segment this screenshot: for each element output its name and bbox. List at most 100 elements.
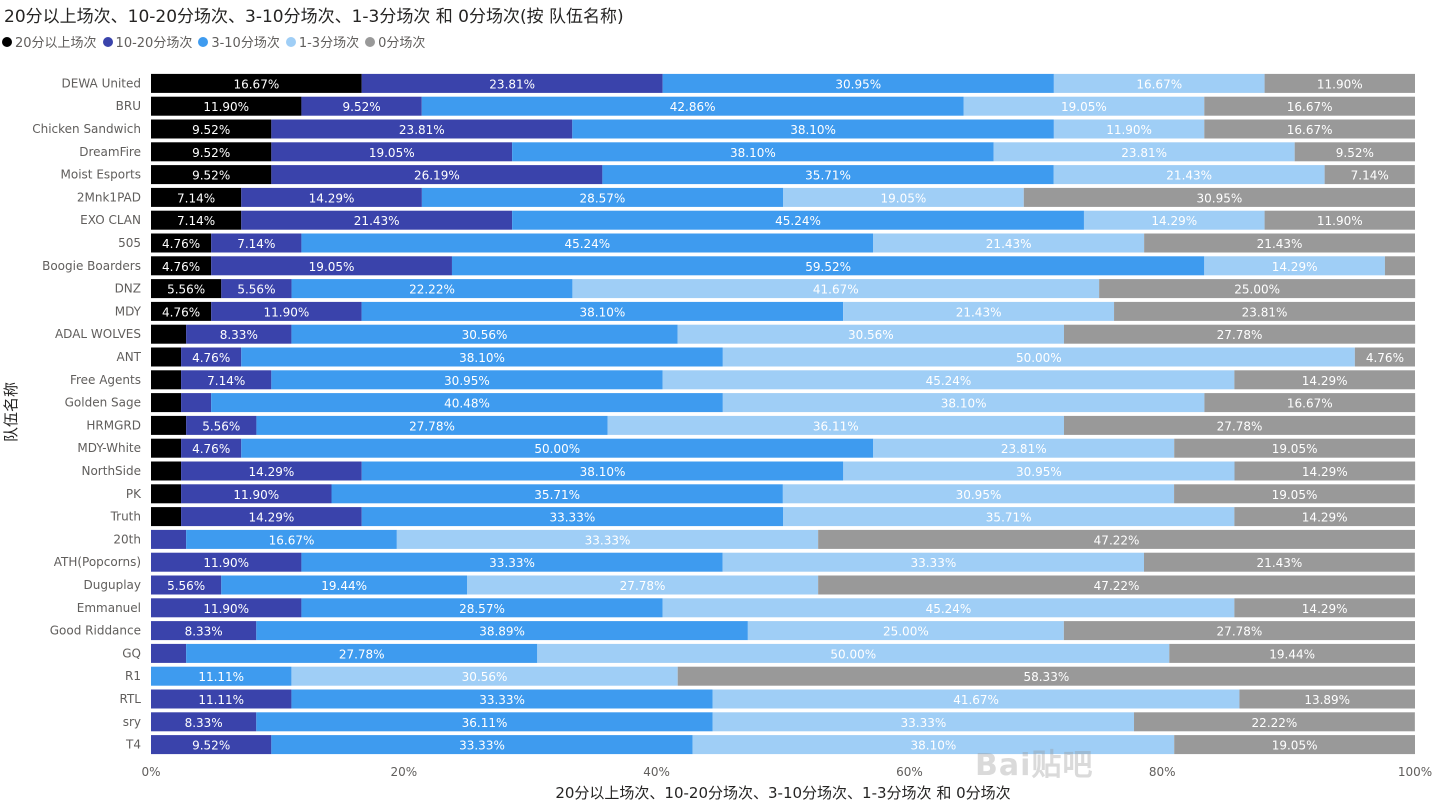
bar-segment[interactable]: [151, 415, 187, 435]
bar-segment[interactable]: [747, 621, 1064, 641]
bar-segment[interactable]: [291, 279, 573, 299]
legend-item[interactable]: 10-20分场次: [102, 32, 192, 51]
bar-segment[interactable]: [1234, 461, 1416, 481]
bar-segment[interactable]: [662, 598, 1235, 618]
bar-segment[interactable]: [818, 575, 1415, 595]
bar-segment[interactable]: [1114, 301, 1415, 321]
bar-segment[interactable]: [396, 529, 819, 549]
bar-segment[interactable]: [1063, 415, 1416, 435]
bar-segment[interactable]: [537, 643, 1170, 663]
bar-segment[interactable]: [256, 712, 713, 732]
bar-segment[interactable]: [361, 461, 844, 481]
bar-segment[interactable]: [291, 324, 678, 344]
bar-segment[interactable]: [1053, 119, 1205, 139]
bar-segment[interactable]: [421, 187, 783, 207]
bar-segment[interactable]: [256, 621, 748, 641]
bar-segment[interactable]: [783, 187, 1024, 207]
bar-segment[interactable]: [151, 507, 182, 527]
bar-segment[interactable]: [1174, 484, 1415, 504]
bar-segment[interactable]: [181, 347, 242, 367]
bar-segment[interactable]: [186, 529, 397, 549]
bar-segment[interactable]: [151, 552, 302, 572]
bar-segment[interactable]: [301, 233, 874, 253]
bar-segment[interactable]: [1234, 507, 1415, 527]
bar-segment[interactable]: [602, 165, 1054, 185]
bar-segment[interactable]: [1083, 210, 1265, 230]
bar-segment[interactable]: [451, 256, 1205, 276]
bar-segment[interactable]: [151, 119, 272, 139]
bar-segment[interactable]: [421, 96, 964, 116]
bar-segment[interactable]: [181, 484, 332, 504]
bar-segment[interactable]: [512, 142, 994, 162]
bar-segment[interactable]: [151, 598, 302, 618]
bar-segment[interactable]: [151, 712, 257, 732]
bar-segment[interactable]: [467, 575, 819, 595]
bar-segment[interactable]: [181, 461, 362, 481]
bar-segment[interactable]: [151, 165, 272, 185]
bar-segment[interactable]: [291, 666, 678, 686]
bar-segment[interactable]: [692, 735, 1175, 755]
bar-segment[interactable]: [151, 301, 212, 321]
bar-segment[interactable]: [271, 165, 603, 185]
bar-segment[interactable]: [151, 73, 362, 93]
bar-segment[interactable]: [1134, 712, 1415, 732]
bar-segment[interactable]: [1239, 689, 1415, 709]
bar-segment[interactable]: [1234, 370, 1415, 390]
bar-segment[interactable]: [1324, 165, 1415, 185]
bar-segment[interactable]: [1099, 279, 1416, 299]
bar-segment[interactable]: [783, 507, 1235, 527]
bar-segment[interactable]: [873, 233, 1145, 253]
bar-segment[interactable]: [1234, 598, 1415, 618]
bar-segment[interactable]: [843, 461, 1235, 481]
bar-segment[interactable]: [1169, 643, 1415, 663]
bar-segment[interactable]: [151, 666, 292, 686]
bar-segment[interactable]: [151, 370, 182, 390]
bar-segment[interactable]: [782, 484, 1175, 504]
bar-segment[interactable]: [662, 370, 1235, 390]
bar-segment[interactable]: [1063, 324, 1416, 344]
bar-segment[interactable]: [186, 415, 257, 435]
bar-segment[interactable]: [186, 324, 292, 344]
bar-segment[interactable]: [712, 689, 1240, 709]
bar-segment[interactable]: [151, 529, 187, 549]
bar-segment[interactable]: [211, 301, 362, 321]
bar-segment[interactable]: [151, 484, 182, 504]
bar-segment[interactable]: [963, 96, 1205, 116]
bar-segment[interactable]: [301, 598, 663, 618]
bar-segment[interactable]: [186, 643, 538, 663]
bar-segment[interactable]: [151, 96, 302, 116]
bar-segment[interactable]: [607, 415, 1064, 435]
bar-segment[interactable]: [572, 279, 1100, 299]
bar-segment[interactable]: [361, 73, 663, 93]
bar-segment[interactable]: [181, 370, 272, 390]
bar-segment[interactable]: [151, 142, 272, 162]
bar-segment[interactable]: [361, 507, 783, 527]
bar-segment[interactable]: [256, 415, 608, 435]
bar-segment[interactable]: [677, 324, 1064, 344]
bar-segment[interactable]: [211, 393, 723, 413]
bar-segment[interactable]: [291, 689, 713, 709]
bar-segment[interactable]: [331, 484, 783, 504]
bar-segment[interactable]: [151, 575, 222, 595]
bar-segment[interactable]: [271, 142, 513, 162]
bar-segment[interactable]: [151, 393, 182, 413]
bar-segment[interactable]: [151, 438, 182, 458]
bar-segment[interactable]: [241, 347, 723, 367]
bar-segment[interactable]: [1204, 393, 1416, 413]
bar-segment[interactable]: [151, 461, 182, 481]
bar-segment[interactable]: [1294, 142, 1415, 162]
bar-segment[interactable]: [722, 347, 1355, 367]
bar-segment[interactable]: [151, 233, 212, 253]
bar-segment[interactable]: [271, 370, 663, 390]
bar-segment[interactable]: [677, 666, 1415, 686]
bar-segment[interactable]: [151, 256, 212, 276]
bar-segment[interactable]: [1384, 256, 1415, 276]
bar-segment[interactable]: [301, 552, 723, 572]
bar-segment[interactable]: [712, 712, 1135, 732]
bar-segment[interactable]: [843, 301, 1115, 321]
bar-segment[interactable]: [1354, 347, 1415, 367]
bar-segment[interactable]: [151, 210, 242, 230]
bar-segment[interactable]: [181, 438, 242, 458]
bar-segment[interactable]: [361, 301, 844, 321]
bar-segment[interactable]: [818, 529, 1415, 549]
